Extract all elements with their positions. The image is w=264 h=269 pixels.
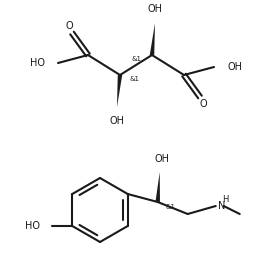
Text: OH: OH bbox=[227, 62, 242, 72]
Text: &1: &1 bbox=[132, 56, 142, 62]
Text: H: H bbox=[223, 196, 229, 204]
Text: OH: OH bbox=[110, 116, 125, 126]
Text: HO: HO bbox=[25, 221, 40, 231]
Text: O: O bbox=[65, 21, 73, 31]
Text: HO: HO bbox=[30, 58, 45, 68]
Polygon shape bbox=[155, 172, 160, 202]
Text: N: N bbox=[218, 201, 225, 211]
Text: OH: OH bbox=[154, 154, 169, 164]
Polygon shape bbox=[150, 23, 155, 55]
Text: OH: OH bbox=[148, 4, 163, 14]
Text: &1: &1 bbox=[130, 76, 140, 82]
Polygon shape bbox=[117, 75, 122, 107]
Text: O: O bbox=[199, 99, 207, 109]
Text: &1: &1 bbox=[166, 204, 176, 210]
